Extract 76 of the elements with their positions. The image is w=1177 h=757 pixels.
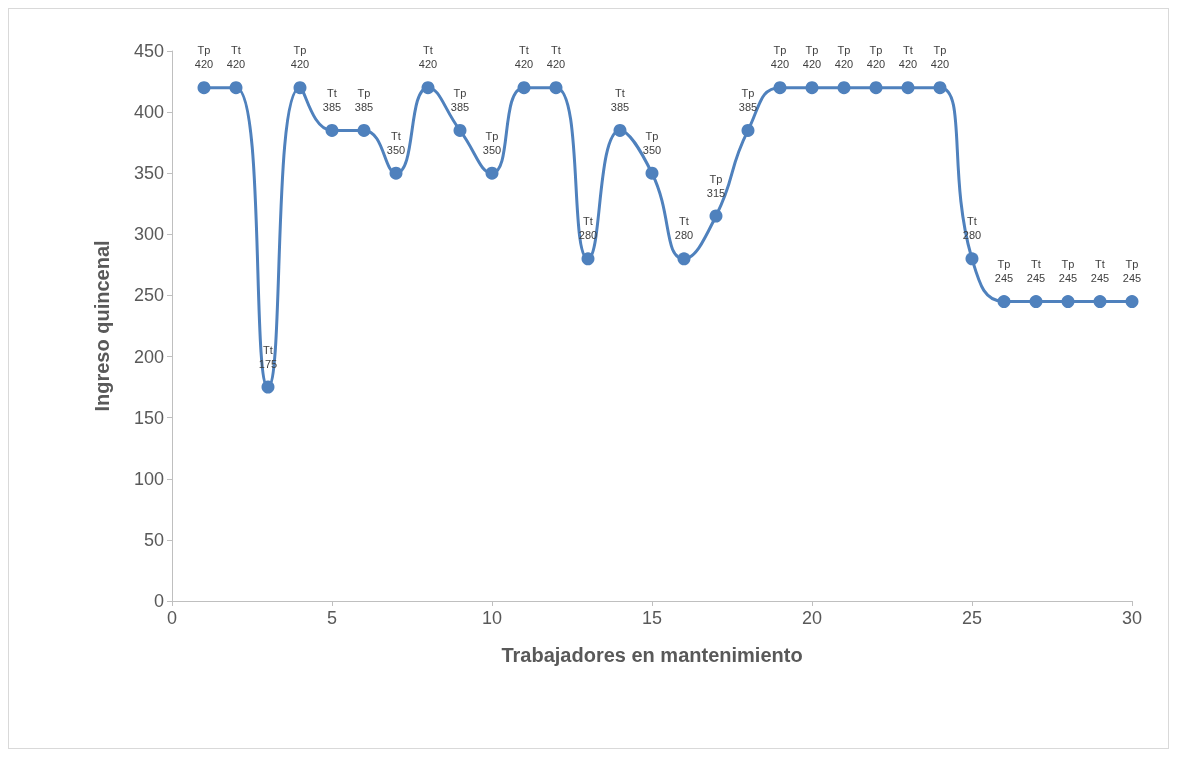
data-label: Tp 245 <box>1122 258 1142 285</box>
x-tick-label: 0 <box>166 608 178 628</box>
point <box>453 123 467 137</box>
point <box>197 81 211 95</box>
y-axis-title: Ingreso quincenal <box>91 240 113 412</box>
y-tick-label: 400 <box>133 102 164 123</box>
x-tick-label: 5 <box>326 608 338 628</box>
point <box>837 81 851 95</box>
point <box>709 209 723 223</box>
data-label: Tp 420 <box>866 44 886 71</box>
point <box>1029 295 1043 309</box>
data-label: Tp 350 <box>482 129 502 156</box>
data-label: Tp 385 <box>450 86 470 113</box>
data-label: Tt 420 <box>546 44 566 71</box>
x-tick-label: 15 <box>641 608 663 628</box>
data-label: Tp 245 <box>994 258 1014 285</box>
point <box>293 81 307 95</box>
point <box>645 166 659 180</box>
y-tick-label: 300 <box>133 224 164 245</box>
point <box>1125 295 1139 309</box>
point <box>229 81 243 95</box>
point <box>1093 295 1107 309</box>
data-label: Tt 420 <box>514 44 534 71</box>
point <box>677 252 691 266</box>
x-tick-label: 25 <box>961 608 983 628</box>
point <box>965 252 979 266</box>
data-label: Tp 420 <box>290 44 310 71</box>
point <box>549 81 563 95</box>
data-label: Tt 280 <box>674 215 694 242</box>
point <box>357 123 371 137</box>
data-label: Tp 385 <box>354 86 374 113</box>
point <box>805 81 819 95</box>
point <box>741 123 755 137</box>
y-tick-label: 350 <box>133 163 164 184</box>
x-axis-title: Trabajadores en mantenimiento <box>501 644 803 666</box>
point <box>901 81 915 95</box>
data-label: Tp 420 <box>194 44 214 71</box>
y-tick-label: 100 <box>133 468 164 489</box>
point <box>613 123 627 137</box>
data-label: Tp 385 <box>738 86 758 113</box>
point <box>421 81 435 95</box>
data-label: Tp 420 <box>770 44 790 71</box>
data-label: Tt 245 <box>1026 258 1046 285</box>
y-tick-label: 450 <box>133 41 164 61</box>
data-label: Tt 420 <box>226 44 246 71</box>
y-tick-label: 250 <box>133 285 164 306</box>
data-label: Tp 420 <box>834 44 854 71</box>
y-tick-label: 200 <box>133 346 164 367</box>
data-label: Tp 420 <box>802 44 822 71</box>
data-label: Tp 420 <box>930 44 950 71</box>
data-label: Tt 385 <box>610 86 630 113</box>
point <box>1061 295 1075 309</box>
data-label: Tt 350 <box>386 129 406 156</box>
data-label: Tp 315 <box>706 172 726 199</box>
point <box>325 123 339 137</box>
data-label: Tt 245 <box>1090 258 1110 285</box>
point <box>581 252 595 266</box>
y-tick-label: 50 <box>143 529 164 550</box>
data-label: Tt 385 <box>322 86 342 113</box>
point <box>933 81 947 95</box>
data-label: Tt 420 <box>898 44 918 71</box>
data-label: Tp 350 <box>642 129 662 156</box>
y-tick-label: 0 <box>153 591 164 611</box>
x-tick-label: 30 <box>1121 608 1143 628</box>
point <box>485 166 499 180</box>
data-label: Tp 245 <box>1058 258 1078 285</box>
point <box>517 81 531 95</box>
point <box>389 166 403 180</box>
point <box>869 81 883 95</box>
point <box>261 380 275 394</box>
point <box>773 81 787 95</box>
point <box>997 295 1011 309</box>
x-tick-label: 10 <box>481 608 503 628</box>
x-tick-label: 20 <box>801 608 823 628</box>
data-label: Tt 420 <box>418 44 438 71</box>
y-tick-label: 150 <box>133 407 164 428</box>
